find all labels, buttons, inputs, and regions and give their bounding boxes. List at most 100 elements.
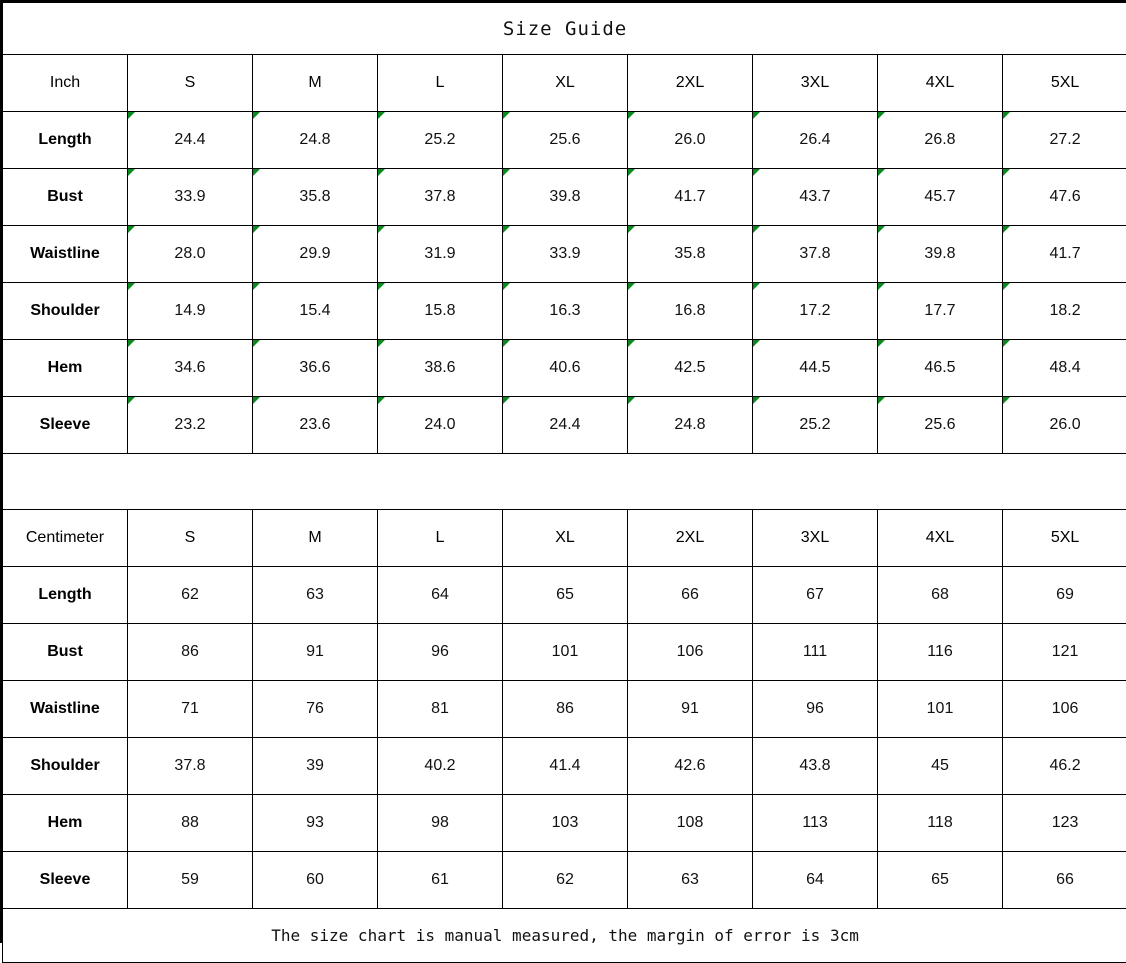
inch-cell-shoulder-5xl: 18.2 <box>1003 283 1126 340</box>
inch-cell-bust-xl: 39.8 <box>503 169 628 226</box>
inch-unit-header: Inch <box>3 55 128 112</box>
cm-size-header-5xl: 5XL <box>1003 510 1126 567</box>
page-title: Size Guide <box>3 3 1126 55</box>
inch-cell-waistline-s: 28.0 <box>128 226 253 283</box>
inch-cell-sleeve-4xl: 25.6 <box>878 397 1003 454</box>
cm-cell-waistline-m: 76 <box>253 681 378 738</box>
inch-cell-shoulder-xl: 16.3 <box>503 283 628 340</box>
cm-cell-hem-3xl: 113 <box>753 795 878 852</box>
inch-cell-hem-4xl: 46.5 <box>878 340 1003 397</box>
inch-cell-bust-5xl: 47.6 <box>1003 169 1126 226</box>
cm-cell-sleeve-s: 59 <box>128 852 253 909</box>
inch-row-label-bust: Bust <box>3 169 128 226</box>
inch-cell-length-s: 24.4 <box>128 112 253 169</box>
cm-cell-waistline-l: 81 <box>378 681 503 738</box>
cm-row-label-sleeve: Sleeve <box>3 852 128 909</box>
inch-cell-waistline-4xl: 39.8 <box>878 226 1003 283</box>
cm-cell-length-2xl: 66 <box>628 567 753 624</box>
inch-size-header-4xl: 4XL <box>878 55 1003 112</box>
cm-cell-bust-xl: 101 <box>503 624 628 681</box>
inch-cell-length-l: 25.2 <box>378 112 503 169</box>
inch-cell-shoulder-l: 15.8 <box>378 283 503 340</box>
inch-size-header-l: L <box>378 55 503 112</box>
cm-cell-waistline-3xl: 96 <box>753 681 878 738</box>
inch-cell-sleeve-3xl: 25.2 <box>753 397 878 454</box>
inch-cell-hem-3xl: 44.5 <box>753 340 878 397</box>
footer-note: The size chart is manual measured, the m… <box>3 909 1126 963</box>
cm-cell-hem-l: 98 <box>378 795 503 852</box>
cm-size-header-2xl: 2XL <box>628 510 753 567</box>
inch-row-label-shoulder: Shoulder <box>3 283 128 340</box>
inch-cell-shoulder-m: 15.4 <box>253 283 378 340</box>
inch-size-header-2xl: 2XL <box>628 55 753 112</box>
cm-cell-shoulder-4xl: 45 <box>878 738 1003 795</box>
inch-cell-bust-l: 37.8 <box>378 169 503 226</box>
inch-cell-waistline-xl: 33.9 <box>503 226 628 283</box>
cm-cell-bust-l: 96 <box>378 624 503 681</box>
inch-size-header-s: S <box>128 55 253 112</box>
inch-cell-bust-3xl: 43.7 <box>753 169 878 226</box>
cm-cell-sleeve-l: 61 <box>378 852 503 909</box>
cm-cell-hem-m: 93 <box>253 795 378 852</box>
cm-cell-length-xl: 65 <box>503 567 628 624</box>
inch-cell-length-m: 24.8 <box>253 112 378 169</box>
cm-cell-bust-s: 86 <box>128 624 253 681</box>
cm-cell-length-3xl: 67 <box>753 567 878 624</box>
cm-cell-length-l: 64 <box>378 567 503 624</box>
inch-size-header-m: M <box>253 55 378 112</box>
inch-cell-length-xl: 25.6 <box>503 112 628 169</box>
cm-cell-sleeve-3xl: 64 <box>753 852 878 909</box>
cm-cell-length-s: 62 <box>128 567 253 624</box>
inch-row-label-sleeve: Sleeve <box>3 397 128 454</box>
cm-cell-sleeve-4xl: 65 <box>878 852 1003 909</box>
cm-cell-bust-m: 91 <box>253 624 378 681</box>
inch-cell-waistline-2xl: 35.8 <box>628 226 753 283</box>
cm-cell-length-m: 63 <box>253 567 378 624</box>
inch-cell-sleeve-s: 23.2 <box>128 397 253 454</box>
inch-cell-length-5xl: 27.2 <box>1003 112 1126 169</box>
cm-cell-hem-xl: 103 <box>503 795 628 852</box>
inch-row-label-length: Length <box>3 112 128 169</box>
cm-cell-waistline-s: 71 <box>128 681 253 738</box>
cm-cell-shoulder-s: 37.8 <box>128 738 253 795</box>
cm-cell-shoulder-2xl: 42.6 <box>628 738 753 795</box>
inch-cell-sleeve-m: 23.6 <box>253 397 378 454</box>
cm-size-header-4xl: 4XL <box>878 510 1003 567</box>
cm-cell-hem-s: 88 <box>128 795 253 852</box>
cm-size-header-s: S <box>128 510 253 567</box>
cm-size-header-xl: XL <box>503 510 628 567</box>
inch-cell-bust-m: 35.8 <box>253 169 378 226</box>
inch-cell-waistline-5xl: 41.7 <box>1003 226 1126 283</box>
inch-cell-sleeve-2xl: 24.8 <box>628 397 753 454</box>
cm-cell-length-4xl: 68 <box>878 567 1003 624</box>
cm-cell-sleeve-m: 60 <box>253 852 378 909</box>
cm-cell-length-5xl: 69 <box>1003 567 1126 624</box>
inch-size-header-xl: XL <box>503 55 628 112</box>
cm-cell-hem-5xl: 123 <box>1003 795 1126 852</box>
inch-row-label-hem: Hem <box>3 340 128 397</box>
inch-cell-sleeve-xl: 24.4 <box>503 397 628 454</box>
inch-cell-shoulder-4xl: 17.7 <box>878 283 1003 340</box>
table-separator-row <box>3 454 1126 510</box>
cm-cell-shoulder-l: 40.2 <box>378 738 503 795</box>
cm-cell-waistline-5xl: 106 <box>1003 681 1126 738</box>
cm-cell-waistline-2xl: 91 <box>628 681 753 738</box>
cm-cell-shoulder-xl: 41.4 <box>503 738 628 795</box>
inch-cell-waistline-3xl: 37.8 <box>753 226 878 283</box>
inch-cell-shoulder-3xl: 17.2 <box>753 283 878 340</box>
